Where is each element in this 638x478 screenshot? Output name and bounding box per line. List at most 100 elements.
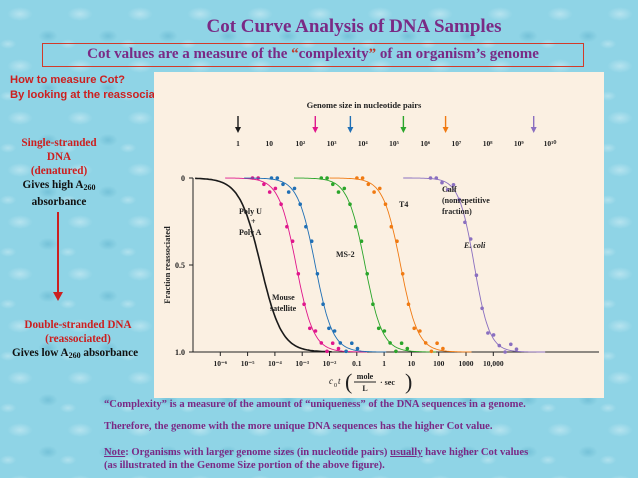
- data-point: [350, 341, 354, 346]
- label-poly-u: Poly U: [239, 207, 262, 216]
- data-point: [371, 302, 375, 306]
- data-point: [267, 190, 272, 194]
- data-point: [365, 272, 369, 276]
- data-point: [451, 183, 456, 187]
- data-point: [399, 341, 404, 346]
- data-point: [330, 341, 335, 346]
- ss-absorbance: Gives high A260: [4, 178, 114, 195]
- data-point: [321, 302, 325, 306]
- data-point: [319, 341, 324, 345]
- data-point: [313, 329, 318, 333]
- curve-5: [403, 177, 546, 353]
- data-point: [281, 182, 285, 187]
- x-tick-label: 10: [408, 359, 416, 368]
- label-poly-plus: +: [251, 217, 256, 226]
- data-point: [388, 341, 392, 345]
- genome-tick-label: 10⁶: [420, 139, 431, 148]
- ds-absorb-pre: Gives low A: [12, 347, 69, 359]
- genome-tick-label: 10⁵: [389, 139, 400, 148]
- data-point: [275, 176, 280, 180]
- data-point: [298, 202, 302, 206]
- data-point: [486, 331, 490, 335]
- data-point: [514, 347, 519, 352]
- xlabel-frac-den: L: [362, 384, 367, 393]
- x-tick-label: 10,000: [483, 359, 504, 368]
- curve-0: [195, 177, 332, 353]
- data-point: [474, 273, 479, 277]
- data-point: [418, 329, 422, 333]
- down-arrow-icon: [53, 292, 63, 301]
- data-point: [366, 182, 371, 187]
- bottom-line2: Therefore, the genome with the more uniq…: [104, 421, 493, 432]
- subtitle-part1: Cot values are a measure of the: [87, 46, 292, 62]
- genome-tick-label: 1: [236, 139, 240, 148]
- data-point: [296, 272, 301, 276]
- genome-axis-title: Genome size in nucleotide pairs: [307, 100, 422, 110]
- ds-line1: Double-stranded DNA: [24, 319, 132, 331]
- data-point: [503, 350, 507, 354]
- label-mouse: Mouse: [272, 293, 295, 302]
- genome-tick-label: 10⁸: [483, 139, 494, 148]
- ss-absorb-pre: Gives high A: [22, 179, 84, 191]
- note-b: have higher Cot values: [422, 447, 529, 458]
- label-calf: Calf: [442, 185, 457, 194]
- data-point: [315, 272, 320, 276]
- data-point: [383, 202, 388, 206]
- data-point: [372, 190, 376, 194]
- y-tick-label: 0: [181, 174, 185, 183]
- genome-tick-label: 10⁹: [514, 139, 525, 148]
- x-tick-label: 10⁻⁶: [213, 359, 227, 368]
- note-label: Note: [104, 447, 126, 458]
- xlabel-t: t: [338, 376, 341, 386]
- ss-line3: (denatured): [30, 165, 88, 177]
- ds-absorb-sub: 260: [68, 351, 81, 360]
- ds-absorb-post: absorbance: [80, 347, 139, 359]
- xlabel-paren-close: ): [405, 369, 412, 394]
- x-tick-label: 10⁻⁵: [241, 359, 255, 368]
- data-point: [325, 176, 329, 180]
- xlabel-post: · sec: [380, 378, 395, 387]
- data-point: [273, 186, 278, 191]
- subtitle-word: complexity: [298, 46, 369, 62]
- x-tick-label: 10⁻⁴: [268, 359, 282, 368]
- data-point: [279, 202, 283, 206]
- data-point: [376, 326, 381, 331]
- data-point: [290, 239, 295, 243]
- data-point: [491, 333, 496, 337]
- xlabel-frac-num: mole: [357, 372, 374, 381]
- ss-absorb-post: absorbance: [31, 196, 87, 208]
- ss-line1: Single-stranded: [21, 137, 97, 149]
- data-point: [423, 341, 428, 345]
- genome-tick-label: 10⁷: [452, 139, 463, 148]
- y-axis-label: Fraction reassociated: [162, 226, 172, 304]
- genome-arrow-icon: [235, 127, 241, 133]
- data-point: [344, 349, 348, 354]
- label-satellite: satellite: [270, 304, 297, 313]
- data-point: [405, 346, 410, 351]
- data-point: [348, 202, 352, 206]
- x-tick-label: 1000: [459, 359, 474, 368]
- data-point: [435, 341, 439, 346]
- howto-line1: How to measure Cot?: [10, 74, 125, 86]
- genome-arrow-icon: [442, 127, 449, 133]
- data-point: [441, 346, 445, 351]
- data-point: [429, 349, 434, 354]
- data-point: [378, 186, 382, 191]
- bottom-line1: “Complexity” is a measure of the amount …: [104, 399, 526, 410]
- data-point: [394, 349, 398, 354]
- ss-absorb-sub: 260: [83, 183, 96, 192]
- down-arrow-shaft: [57, 212, 59, 294]
- data-point: [292, 186, 297, 191]
- ds-line2: (reassociated): [45, 333, 111, 345]
- data-point: [400, 272, 405, 276]
- subtitle-quote-open: “: [291, 46, 299, 62]
- note-a: : Organisms with larger genome sizes (in…: [125, 447, 391, 458]
- data-point: [412, 326, 417, 331]
- data-point: [497, 343, 502, 348]
- curve-3: [293, 177, 437, 353]
- data-point: [309, 239, 314, 243]
- data-point: [355, 176, 359, 180]
- data-point: [336, 346, 341, 351]
- data-point: [428, 176, 433, 180]
